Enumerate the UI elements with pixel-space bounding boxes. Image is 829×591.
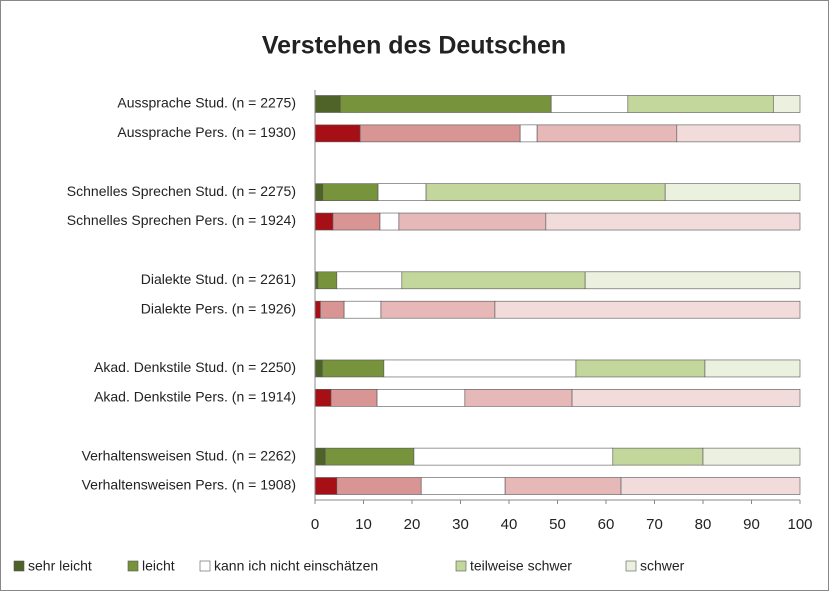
bar-segment	[664, 183, 801, 201]
bar-segment	[545, 212, 801, 231]
y-tick-label: Verhaltensweisen Stud. (n = 2262)	[82, 447, 296, 463]
x-tick-label: 100	[787, 516, 812, 533]
bar-segment	[339, 95, 552, 113]
legend-label: schwer	[640, 558, 685, 574]
x-tick-label: 60	[598, 516, 615, 533]
bar-segment	[676, 124, 801, 143]
bar-segment	[550, 95, 629, 113]
bar-segment	[314, 447, 326, 466]
bar-segment	[314, 359, 323, 378]
bar-segment	[413, 447, 614, 466]
bar-segment	[425, 183, 666, 201]
bar-segment	[317, 271, 338, 290]
legend-label: sehr leicht	[28, 558, 92, 574]
bar-segment	[379, 212, 400, 231]
y-tick-label: Aussprache Pers. (n = 1930)	[117, 124, 296, 140]
bar-segment	[464, 389, 573, 407]
bar-segment	[420, 477, 506, 495]
bar-segment	[536, 124, 678, 143]
bar-segment	[519, 124, 538, 143]
y-tick-label: Schnelles Sprechen Stud. (n = 2275)	[67, 183, 296, 199]
bar-segment	[314, 95, 341, 113]
bar-segment	[332, 212, 381, 231]
bar-segment	[314, 477, 338, 495]
bar-segment	[322, 183, 379, 201]
bar-segment	[321, 359, 385, 378]
bar-segment	[380, 300, 496, 319]
bar-segment	[336, 477, 422, 495]
bar-segment	[314, 183, 324, 201]
y-tick-label: Dialekte Pers. (n = 1926)	[141, 300, 296, 316]
bar-segment	[376, 389, 466, 407]
legend-swatch	[13, 560, 25, 572]
bar-segment	[773, 95, 801, 113]
y-tick-label: Akad. Denkstile Stud. (n = 2250)	[94, 359, 296, 375]
legend-swatch	[625, 560, 637, 572]
bar-segment	[336, 271, 403, 290]
x-tick-label: 10	[355, 516, 372, 533]
bar-segment	[575, 359, 706, 378]
y-tick-label: Akad. Denkstile Pers. (n = 1914)	[94, 389, 296, 405]
legend-label: leicht	[142, 558, 175, 574]
bar-segment	[584, 271, 801, 290]
bar-segment	[571, 389, 801, 407]
y-tick-label: Dialekte Stud. (n = 2261)	[141, 271, 296, 287]
bar-segment	[704, 359, 801, 378]
y-tick-label: Verhaltensweisen Pers. (n = 1908)	[82, 477, 296, 493]
bar-segment	[324, 447, 415, 466]
bar-segment	[383, 359, 577, 378]
x-tick-label: 90	[743, 516, 760, 533]
bar-segment	[314, 389, 332, 407]
bar-segment	[494, 300, 801, 319]
chart-title: Verstehen des Deutschen	[262, 32, 566, 60]
bar-segment	[702, 447, 801, 466]
legend-label: teilweise schwer	[470, 558, 572, 574]
x-tick-label: 70	[646, 516, 663, 533]
bar-segment	[627, 95, 774, 113]
bar-segment	[359, 124, 521, 143]
bar-segment	[377, 183, 427, 201]
x-tick-label: 30	[452, 516, 469, 533]
x-tick-label: 0	[311, 516, 319, 533]
legend-label: kann ich nicht einschätzen	[214, 558, 378, 574]
y-tick-label: Schnelles Sprechen Pers. (n = 1924)	[67, 212, 296, 228]
bar-segment	[320, 300, 345, 319]
y-tick-label: Aussprache Stud. (n = 2275)	[117, 95, 296, 111]
bar-segment	[612, 447, 704, 466]
x-tick-label: 50	[549, 516, 566, 533]
bar-segment	[401, 271, 586, 290]
legend-swatch	[127, 560, 139, 572]
bar-segment	[504, 477, 622, 495]
bar-segment	[314, 124, 361, 143]
bar-segment	[314, 300, 321, 319]
bar-segment	[343, 300, 382, 319]
legend-swatch	[455, 560, 467, 572]
bar-segment	[330, 389, 378, 407]
bar-segment	[620, 477, 801, 495]
bar-segment	[398, 212, 547, 231]
x-tick-label: 40	[501, 516, 518, 533]
legend-swatch	[199, 560, 211, 572]
x-tick-label: 80	[695, 516, 712, 533]
bar-segment	[314, 212, 334, 231]
x-tick-label: 20	[404, 516, 421, 533]
